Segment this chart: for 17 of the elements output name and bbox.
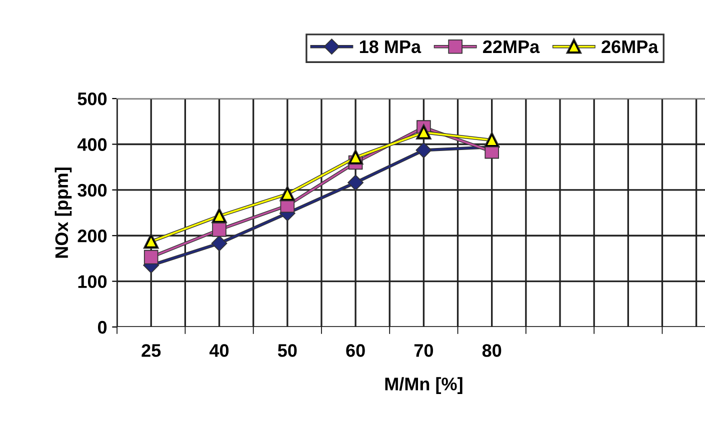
- x-tick-label: 50: [278, 344, 297, 357]
- x-axis-title: M/Mn [%]: [385, 377, 462, 394]
- y-axis-title: NOx [ppm]: [54, 168, 72, 258]
- y-tick-label: 300: [78, 184, 107, 197]
- y-tick-label: 100: [78, 275, 107, 288]
- x-tick-label: 80: [482, 344, 502, 357]
- x-tick-label: 60: [346, 344, 365, 357]
- x-tick-label: 70: [414, 344, 434, 357]
- legend-label: 18 MPa: [360, 40, 422, 54]
- y-tick-label: 500: [78, 92, 107, 106]
- legend-label: 26MPa: [602, 40, 658, 54]
- y-tick-label: 200: [78, 230, 107, 242]
- legend-label: 22MPa: [483, 40, 540, 54]
- x-tick-label: 25: [142, 344, 161, 357]
- y-tick-label: 0: [98, 320, 107, 334]
- y-tick-label: 400: [77, 138, 107, 151]
- x-tick-label: 40: [209, 344, 229, 357]
